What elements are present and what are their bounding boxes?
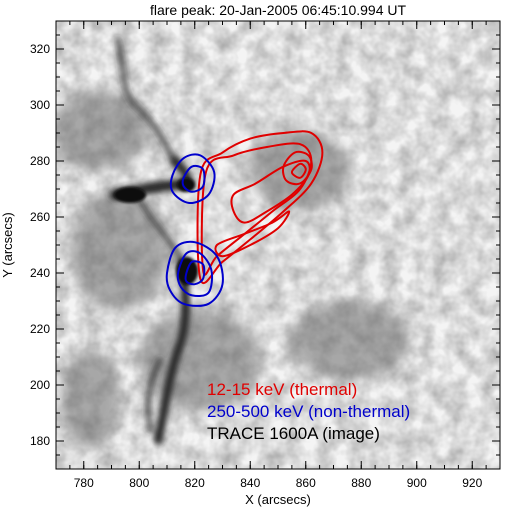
chart-title: flare peak: 20-Jan-2005 06:45:10.994 UT [150,2,407,18]
contour-0-1 [200,142,313,276]
y-tick-label: 180 [30,434,50,448]
contour-0-2 [230,159,311,224]
contour-1-0 [169,153,216,205]
trace-image [56,21,500,469]
contour-1-3 [176,250,214,298]
y-tick-label: 320 [30,42,50,56]
contour-1-2 [165,240,224,307]
x-axis: 780 800 820 840 860 880 900 920 [55,21,501,490]
x-axis-title: X (arcsecs) [245,492,311,507]
x-tick-label: 800 [129,476,149,490]
y-tick-label: 200 [30,378,50,392]
x-tick-label: 880 [351,476,371,490]
x-tick-label: 920 [462,476,482,490]
x-tick-label: 780 [74,476,94,490]
y-axis-title: Y (arcsecs) [0,212,15,278]
legend-entry-1: 250-500 keV (non-thermal) [207,402,410,421]
legend-entry-2: TRACE 1600A (image) [207,424,380,443]
contour-0-5 [214,210,291,258]
legend-entry-0: 12-15 keV (thermal) [207,380,357,399]
y-tick-label: 240 [30,266,50,280]
y-tick-label: 280 [30,154,50,168]
y-tick-label: 220 [30,322,50,336]
x-tick-label: 900 [407,476,427,490]
x-tick-label: 840 [240,476,260,490]
contour-1-1 [181,164,206,193]
y-tick-label: 260 [30,210,50,224]
y-tick-label: 300 [30,98,50,112]
contour-0-3 [282,150,313,186]
contour-0-4 [290,162,307,179]
x-tick-label: 860 [296,476,316,490]
contour-layer [165,130,324,307]
x-tick-label: 820 [185,476,205,490]
contour-1-4 [184,260,206,286]
y-axis: 180 200 220 240 260 280 300 320 [30,20,500,470]
legend: 12-15 keV (thermal) 250-500 keV (non-ther… [207,380,410,443]
